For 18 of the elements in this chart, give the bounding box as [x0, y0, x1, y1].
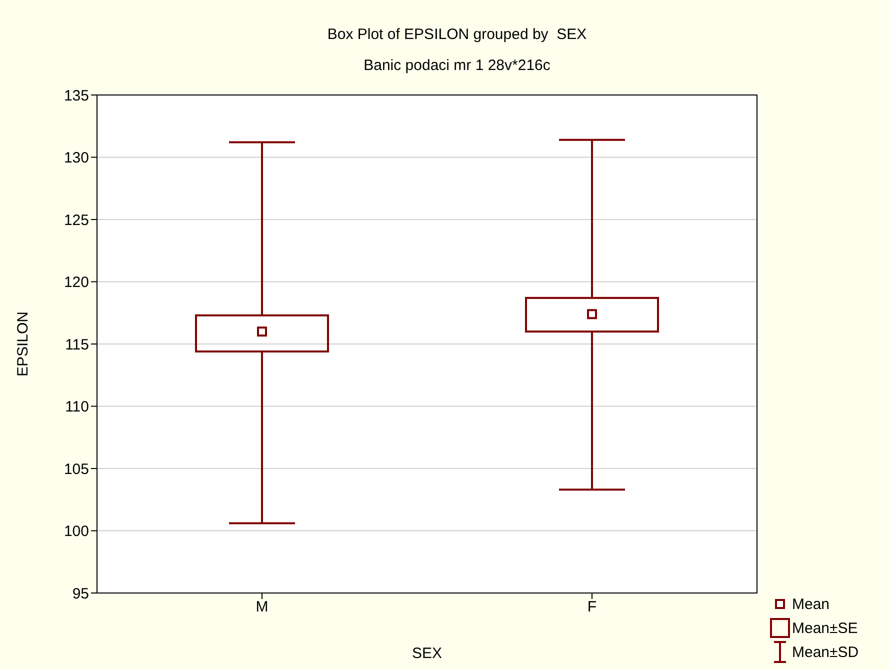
y-axis-title: EPSILON: [14, 311, 32, 377]
y-tick-label: 135: [64, 87, 89, 104]
y-tick-label: 130: [64, 150, 89, 167]
x-tick-label: M: [256, 598, 268, 616]
text: Mean±SD: [792, 644, 859, 660]
text: Mean: [792, 596, 830, 612]
y-tick-label: 110: [65, 398, 89, 416]
chart-subtitle: Banic podaci mr 1 28v*216c: [362, 57, 552, 74]
text: Mean±SE: [792, 620, 858, 636]
chart-title: Box Plot of EPSILON grouped by SEX: [326, 26, 588, 43]
y-tick-label: 100: [64, 523, 89, 540]
y-tick-label: 95: [72, 585, 89, 602]
y-tick-label: 125: [64, 212, 89, 229]
x-tick-label: F: [587, 598, 597, 616]
x-axis-title: SEX: [412, 645, 442, 662]
y-tick-label: 105: [64, 460, 89, 478]
y-tick-label: 120: [64, 274, 89, 292]
y-tick-label: 115: [65, 336, 89, 354]
